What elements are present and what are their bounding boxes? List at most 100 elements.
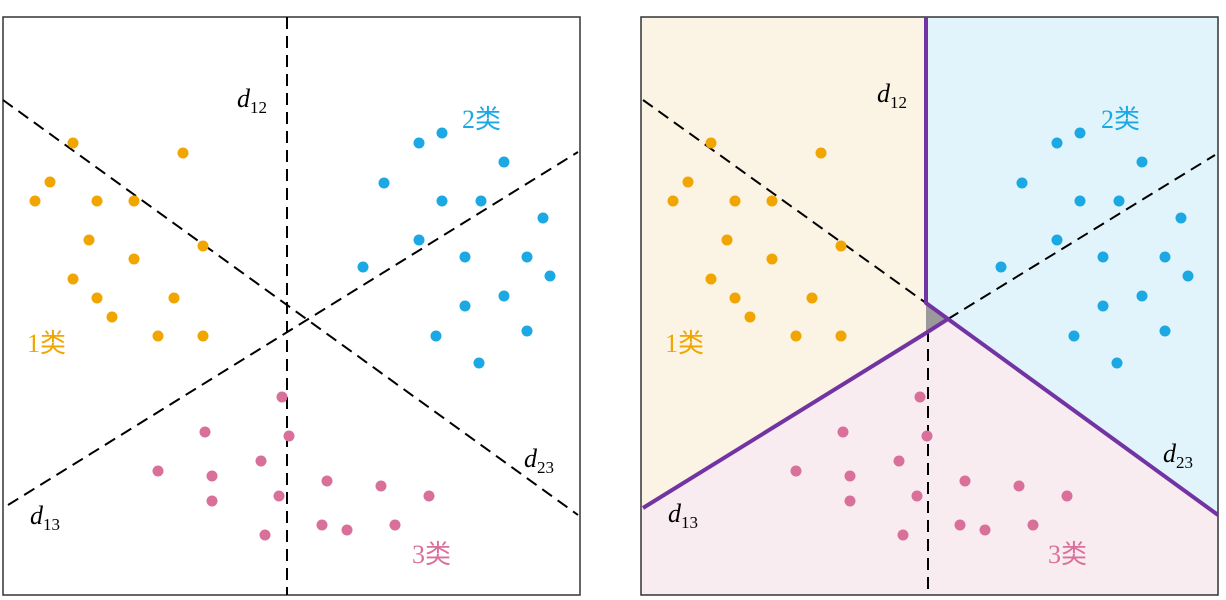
class2-point <box>1074 127 1086 139</box>
class1-point <box>197 330 209 342</box>
class2-point <box>1051 137 1063 149</box>
class1-point <box>177 147 189 159</box>
class1-point <box>721 234 733 246</box>
class3-point <box>844 495 856 507</box>
class3-point <box>206 495 218 507</box>
d12-label: d12 <box>877 79 907 112</box>
class1-point <box>168 292 180 304</box>
class2-point <box>1159 251 1171 263</box>
class1-point <box>67 137 79 149</box>
class3-point <box>790 465 802 477</box>
class2-point <box>475 195 487 207</box>
class1-point <box>815 147 827 159</box>
class1-point <box>67 273 79 285</box>
class1-point <box>835 240 847 252</box>
class2-point <box>1182 270 1194 282</box>
boundary-upper <box>924 17 1220 517</box>
boundary-lower-left <box>641 317 950 510</box>
class2-point <box>1136 156 1148 168</box>
class1-point <box>806 292 818 304</box>
class2-point <box>1113 195 1125 207</box>
class2-point <box>459 300 471 312</box>
class3-point <box>921 430 933 442</box>
class2-point <box>1175 212 1187 224</box>
class3-point <box>1013 480 1025 492</box>
class2-point <box>378 177 390 189</box>
class2-point <box>473 357 485 369</box>
class3-point <box>276 391 288 403</box>
d13-line <box>947 154 1216 320</box>
class3-point <box>914 391 926 403</box>
class1-point <box>152 330 164 342</box>
class3-point <box>273 490 285 502</box>
class3-point <box>152 465 164 477</box>
class1-point <box>128 195 140 207</box>
region-class3 <box>641 319 1218 595</box>
class3-point <box>979 524 991 536</box>
class3-point <box>389 519 401 531</box>
class1-label: 1类 <box>665 329 704 358</box>
class2-point <box>1016 177 1028 189</box>
class1-point <box>835 330 847 342</box>
class1-point <box>128 253 140 265</box>
class1-point <box>705 273 717 285</box>
points <box>29 127 556 541</box>
class2-point <box>1097 300 1109 312</box>
d23-line <box>642 99 927 304</box>
right-panel: d12 d23 d13 1类 2类 3类 <box>640 16 1220 596</box>
d12-label: d12 <box>237 84 267 117</box>
class3-point <box>844 470 856 482</box>
class1-label: 1类 <box>27 329 66 358</box>
class3-point <box>283 430 295 442</box>
class2-point <box>1051 234 1063 246</box>
class2-point <box>995 261 1007 273</box>
class2-point <box>521 325 533 337</box>
class1-point <box>106 311 118 323</box>
class1-point <box>729 292 741 304</box>
class3-point <box>199 426 211 438</box>
class3-point <box>375 480 387 492</box>
left-panel-frame <box>2 16 581 596</box>
class2-point <box>1136 290 1148 302</box>
class3-point <box>341 524 353 536</box>
class2-point <box>498 156 510 168</box>
class3-point <box>954 519 966 531</box>
right-panel-frame <box>640 16 1219 596</box>
class3-point <box>837 426 849 438</box>
class2-point <box>1111 357 1123 369</box>
class3-point <box>206 470 218 482</box>
class3-point <box>1027 519 1039 531</box>
class1-point <box>766 195 778 207</box>
class2-label: 2类 <box>462 105 501 134</box>
class3-point <box>893 455 905 467</box>
class1-point <box>667 195 679 207</box>
d13-label: d13 <box>30 501 60 534</box>
class2-point <box>1068 330 1080 342</box>
class3-point <box>959 475 971 487</box>
class1-point <box>44 176 56 188</box>
ambiguous-region <box>926 303 948 333</box>
d23-line <box>2 99 579 516</box>
region-class2 <box>926 17 1218 515</box>
class3-point <box>911 490 923 502</box>
left-panel: d12 d23 d13 1类 2类 3类 <box>2 16 581 596</box>
class2-point <box>537 212 549 224</box>
class1-point <box>91 195 103 207</box>
d13-label: d13 <box>668 499 698 532</box>
class2-point <box>413 234 425 246</box>
points <box>667 127 1194 541</box>
class1-point <box>197 240 209 252</box>
class1-point <box>83 234 95 246</box>
class2-point <box>1074 195 1086 207</box>
class3-point <box>423 490 435 502</box>
d23-label: d23 <box>1163 439 1193 472</box>
class2-point <box>436 195 448 207</box>
class1-point <box>729 195 741 207</box>
class2-point <box>1097 251 1109 263</box>
class1-point <box>682 176 694 188</box>
class1-point <box>790 330 802 342</box>
discriminant-lines <box>642 99 1216 595</box>
class1-point <box>29 195 41 207</box>
class2-point <box>1159 325 1171 337</box>
